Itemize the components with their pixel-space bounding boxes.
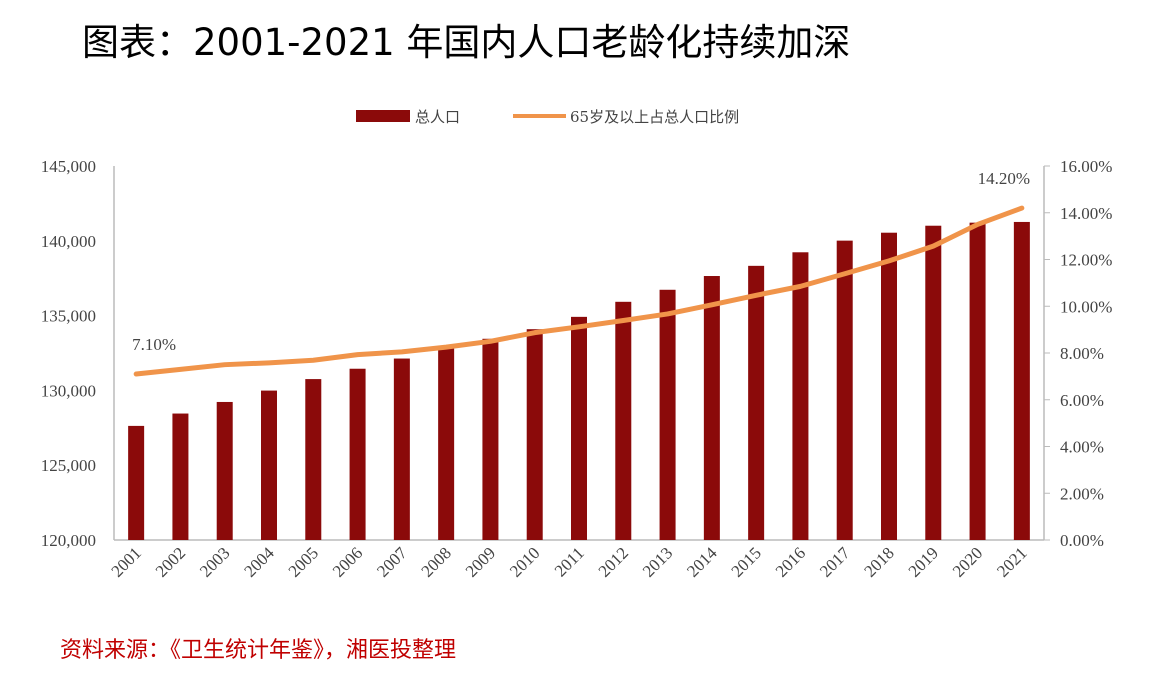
- bar-2007: [393, 358, 410, 540]
- x-tick-label: 2002: [152, 543, 189, 580]
- x-tick-label: 2009: [462, 543, 499, 580]
- x-tick-label: 2011: [551, 543, 588, 580]
- bar-2016: [792, 252, 809, 540]
- bar-2002: [172, 413, 189, 540]
- x-tick-label: 2004: [240, 543, 278, 581]
- bar-2019: [925, 225, 942, 540]
- x-tick-label: 2005: [285, 543, 322, 580]
- right-tick-label: 4.00%: [1060, 438, 1104, 457]
- x-tick-label: 2014: [683, 543, 721, 581]
- x-tick-label: 2010: [506, 543, 543, 580]
- x-tick-label: 2015: [727, 543, 764, 580]
- x-tick-label: 2017: [816, 543, 854, 581]
- x-tick-label: 2003: [196, 543, 233, 580]
- x-tick-label: 2008: [417, 543, 454, 580]
- bar-2010: [526, 329, 543, 540]
- right-tick-label: 8.00%: [1060, 344, 1104, 363]
- right-tick-label: 0.00%: [1060, 531, 1104, 550]
- bar-2012: [615, 301, 632, 540]
- right-tick-label: 2.00%: [1060, 484, 1104, 503]
- bar-2009: [482, 338, 499, 540]
- bar-2011: [571, 316, 587, 540]
- x-tick-label: 2001: [107, 543, 144, 580]
- right-tick-label: 16.00%: [1060, 157, 1112, 176]
- bar-2001: [128, 425, 145, 540]
- bar-2017: [836, 240, 853, 540]
- left-tick-label: 140,000: [41, 232, 96, 251]
- x-tick-label: 2007: [373, 543, 411, 581]
- source-note: 资料来源：《卫生统计年鉴》，湘医投整理: [60, 638, 457, 663]
- legend-bar-label: 总人口: [415, 108, 460, 126]
- x-tick-label: 2012: [595, 543, 632, 580]
- bar-2004: [261, 390, 277, 540]
- data-label: 7.10%: [132, 335, 176, 354]
- x-tick-label: 2020: [949, 543, 986, 580]
- page-title: 图表：2001-2021 年国内人口老龄化持续加深: [82, 21, 851, 64]
- x-tick-label: 2019: [905, 543, 942, 580]
- x-tick-label: 2013: [639, 543, 676, 580]
- bar-2015: [748, 265, 765, 540]
- legend-bar-swatch: [356, 110, 410, 122]
- left-tick-label: 125,000: [41, 456, 96, 475]
- left-tick-label: 130,000: [41, 381, 96, 400]
- left-tick-label: 120,000: [41, 531, 96, 550]
- x-tick-label: 2018: [860, 543, 897, 580]
- bar-2014: [703, 276, 720, 540]
- data-label: 14.20%: [978, 169, 1030, 188]
- x-tick-label: 2006: [329, 543, 366, 580]
- right-tick-label: 14.00%: [1060, 204, 1112, 223]
- left-tick-label: 145,000: [41, 157, 96, 176]
- right-tick-label: 6.00%: [1060, 391, 1104, 410]
- bar-2003: [216, 401, 233, 540]
- right-tick-label: 10.00%: [1060, 297, 1112, 316]
- bar-2005: [305, 379, 322, 540]
- bar-2018: [881, 232, 897, 540]
- x-tick-label: 2021: [993, 543, 1030, 580]
- left-tick-label: 135,000: [41, 307, 96, 326]
- bar-2021: [1013, 221, 1030, 541]
- legend-line-label: 65岁及以上占总人口比例: [570, 108, 739, 126]
- bar-2013: [659, 289, 676, 540]
- bar-2006: [349, 368, 366, 540]
- x-tick-label: 2016: [772, 543, 809, 580]
- bar-2008: [438, 348, 455, 540]
- bar-2020: [969, 222, 986, 540]
- right-tick-label: 12.00%: [1060, 251, 1112, 270]
